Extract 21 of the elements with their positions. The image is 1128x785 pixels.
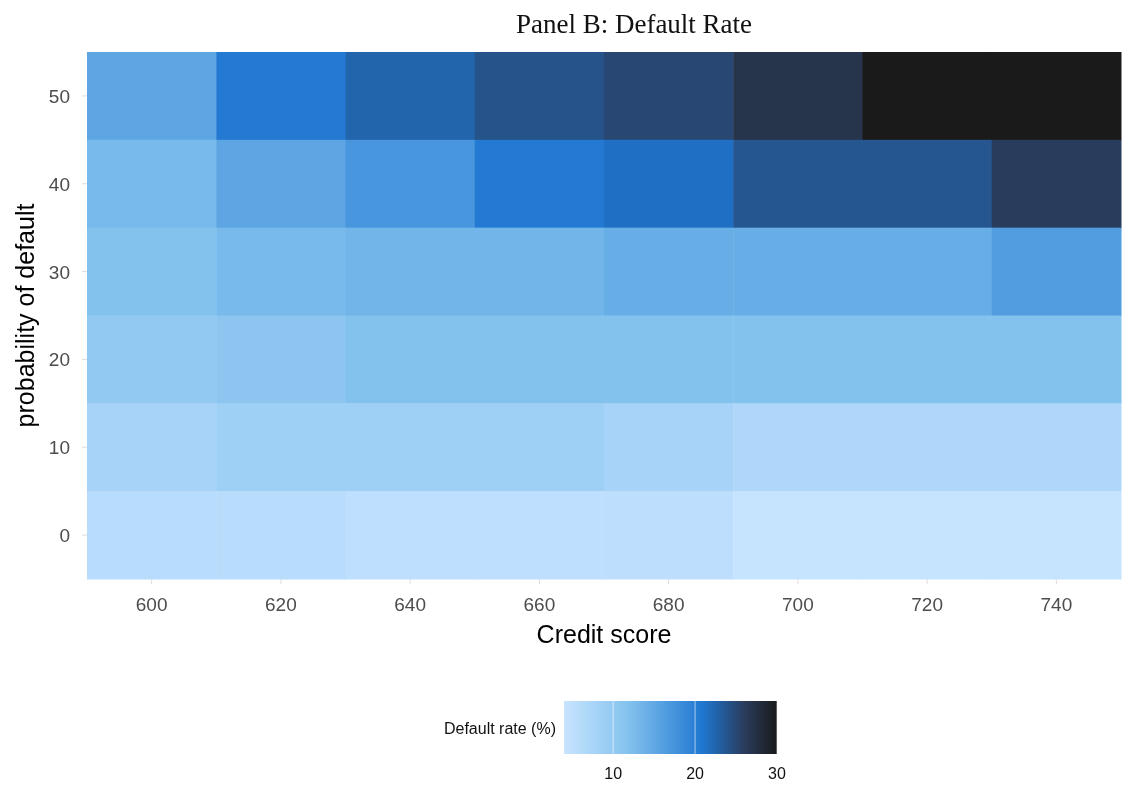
y-tick-label: 20 [48, 349, 70, 371]
y-axis-title: probability of default [11, 203, 39, 428]
color-bar-title: Default rate (%) [443, 719, 556, 737]
x-tick-label: 680 [652, 594, 685, 615]
color-bar-label: 20 [686, 765, 705, 782]
y-tick-label: 40 [48, 173, 70, 195]
y-tick-label: 50 [48, 85, 70, 107]
x-tick-label: 740 [1040, 594, 1073, 615]
x-tick-label: 660 [523, 594, 556, 615]
x-tick-label: 640 [394, 594, 426, 615]
chart-title: Panel B: Default Rate [515, 9, 753, 39]
x-axis-title: Credit score [536, 620, 672, 648]
color-bar-label: 10 [604, 765, 623, 782]
y-tick-label: 30 [48, 261, 70, 283]
y-tick-label: 0 [59, 525, 70, 547]
x-tick-label: 600 [135, 594, 168, 615]
y-tick-label: 10 [48, 437, 70, 459]
x-tick-label: 720 [911, 594, 943, 615]
x-tick-label: 620 [265, 594, 297, 615]
color-bar-label: 30 [768, 765, 786, 782]
x-tick-label: 700 [782, 594, 814, 615]
